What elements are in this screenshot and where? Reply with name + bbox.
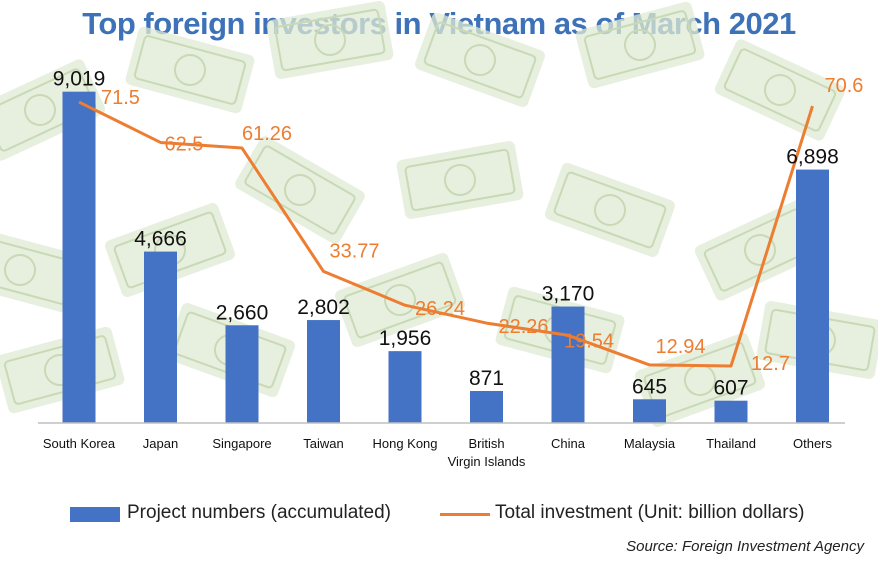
legend-label-line: Total investment (Unit: billion dollars) — [495, 502, 805, 523]
legend-swatch-line — [440, 513, 490, 516]
bar-value-label: 871 — [469, 367, 504, 390]
line-series — [78, 100, 814, 368]
category-label: British — [468, 436, 504, 451]
bar-singapore — [225, 325, 259, 423]
category-label: Taiwan — [303, 436, 343, 451]
bar-china — [551, 306, 585, 423]
bar-series — [62, 91, 829, 424]
bar-value-label: 2,802 — [297, 296, 350, 319]
money-note-icon — [415, 12, 545, 108]
category-label: Singapore — [212, 436, 271, 451]
source-note: Source: Foreign Investment Agency — [626, 538, 864, 555]
bar-others — [796, 169, 829, 423]
line-value-label: 71.5 — [101, 87, 140, 109]
money-note-icon — [545, 162, 675, 258]
money-note-icon — [235, 136, 365, 244]
money-note-icon — [105, 202, 235, 298]
money-background — [0, 0, 878, 428]
bar-value-labels: 9,019 4,666 2,660 2,802 1,956 871 3,170 645 607 6… — [53, 68, 839, 400]
bar-value-label: 2,660 — [216, 301, 269, 324]
legend-swatch-bar — [70, 507, 120, 522]
bar-value-label: 3,170 — [542, 283, 595, 306]
money-note-icon — [125, 26, 255, 114]
money-note-icon — [396, 140, 524, 220]
money-note-icon — [575, 1, 705, 89]
investment-line — [78, 100, 814, 368]
bar-value-label: 607 — [713, 377, 748, 400]
bar-thailand — [714, 400, 748, 423]
money-note-icon — [335, 252, 465, 348]
category-label: Thailand — [706, 436, 756, 451]
line-value-label: 19.54 — [564, 330, 614, 352]
category-label: Malaysia — [624, 436, 676, 451]
money-note-icon — [266, 0, 394, 80]
bar-malaysia — [633, 399, 666, 423]
category-label: China — [551, 436, 586, 451]
line-value-label: 33.77 — [330, 240, 380, 262]
line-value-label: 61.26 — [242, 123, 292, 145]
bar-value-label: 1,956 — [379, 327, 432, 350]
bar-value-label: 6,898 — [786, 146, 839, 169]
line-value-label: 12.94 — [656, 336, 706, 358]
line-value-label: 12.7 — [751, 353, 790, 375]
bar-japan — [144, 251, 177, 423]
category-label: Others — [793, 436, 833, 451]
category-label: Virgin Islands — [448, 454, 526, 469]
bar-south-korea — [62, 91, 96, 424]
money-note-icon — [0, 59, 106, 161]
money-note-icon — [714, 39, 846, 141]
category-label: Hong Kong — [372, 436, 437, 451]
bar-hong-kong — [388, 351, 422, 423]
bar-value-label: 4,666 — [134, 228, 187, 251]
category-labels: South Korea Japan Singapore Taiwan Hong Kong… — [43, 436, 833, 469]
line-value-labels: 71.5 62.5 61.26 33.77 26.24 22.26 19.54 12.94 12… — [101, 75, 863, 375]
line-value-label: 26.24 — [415, 298, 465, 320]
category-label: South Korea — [43, 436, 116, 451]
category-label: Japan — [143, 436, 178, 451]
line-value-label: 70.6 — [825, 75, 864, 97]
line-value-label: 22.26 — [499, 316, 549, 338]
bar-taiwan — [307, 320, 340, 423]
legend-label-bar: Project numbers (accumulated) — [127, 502, 391, 523]
bar-value-label: 9,019 — [53, 68, 106, 91]
line-value-label: 62.5 — [165, 133, 204, 155]
bar-value-label: 645 — [632, 375, 667, 398]
bar-british-virgin-islands — [470, 391, 503, 423]
